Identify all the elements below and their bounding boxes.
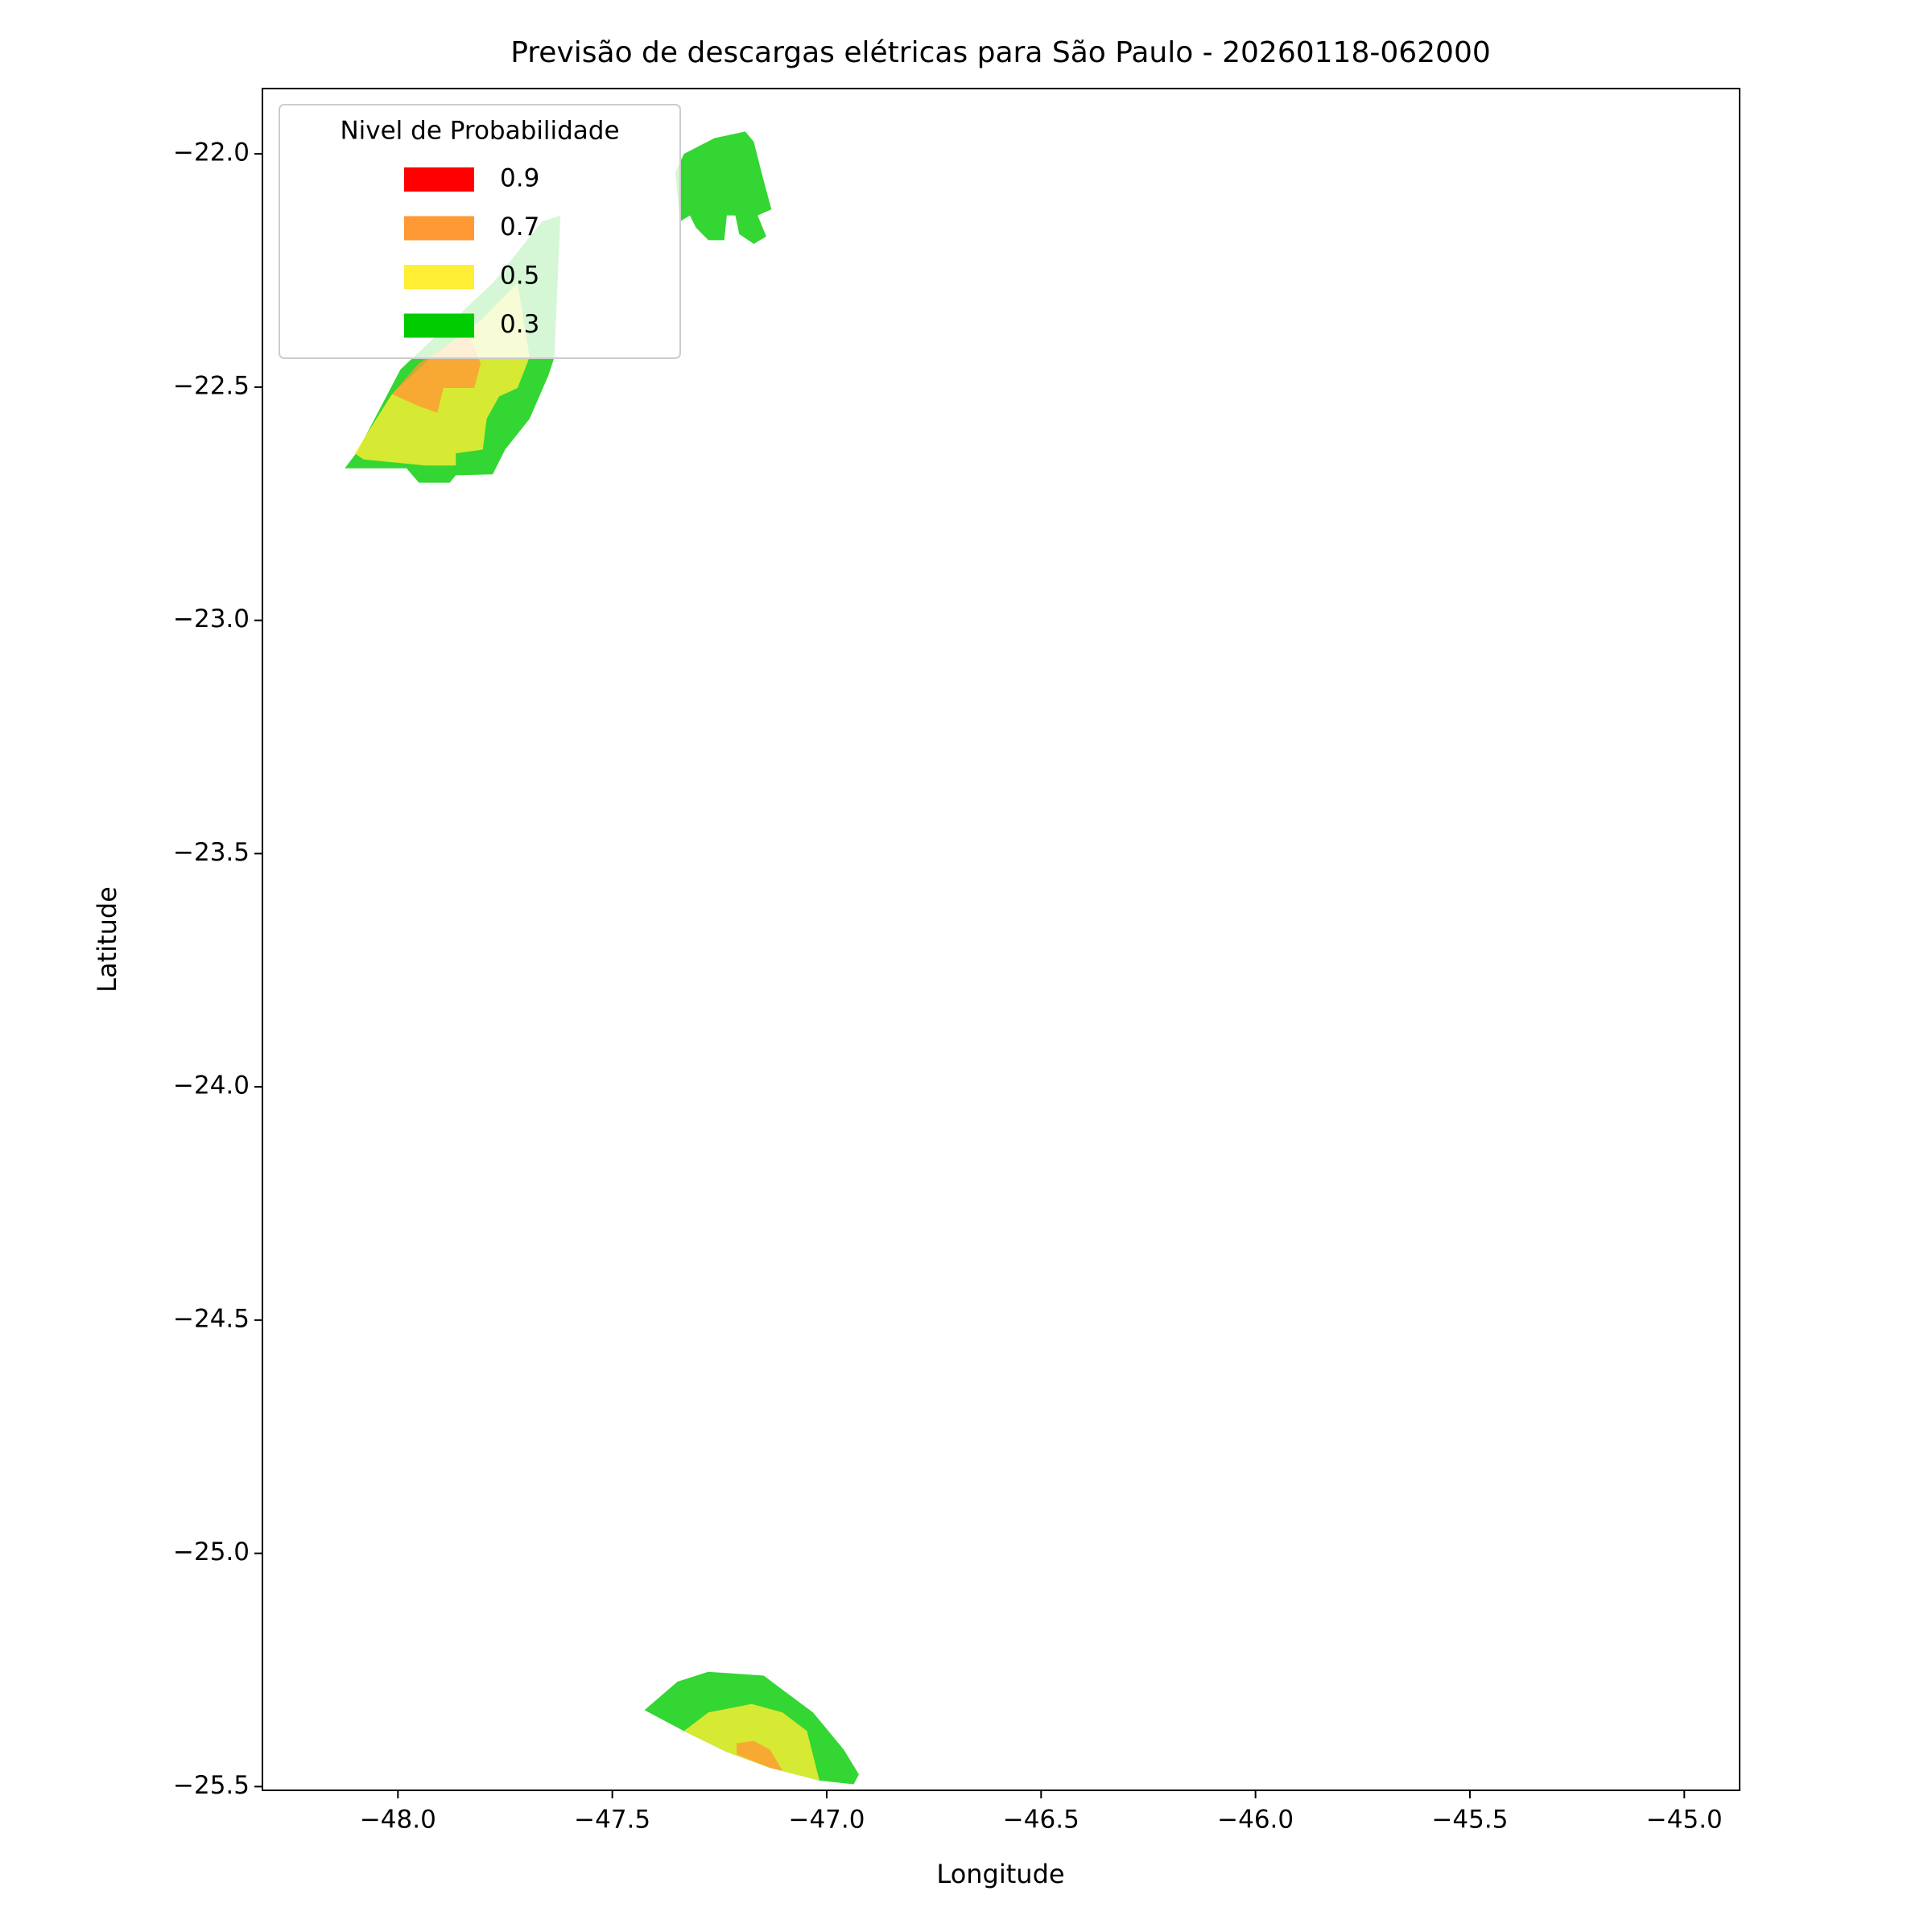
legend-swatch xyxy=(404,167,474,192)
legend-swatch xyxy=(404,313,474,338)
x-tick-label: −48.0 xyxy=(360,1806,436,1835)
y-tick-label: −25.5 xyxy=(173,1771,250,1800)
y-tick-label: −25.0 xyxy=(173,1538,250,1567)
x-tick-label: −46.0 xyxy=(1217,1806,1294,1835)
x-axis-label: Longitude xyxy=(936,1859,1064,1889)
legend-label: 0.9 xyxy=(500,164,539,193)
y-tick-label: −23.5 xyxy=(173,838,250,867)
x-tick-label: −45.5 xyxy=(1431,1806,1508,1835)
legend-swatch xyxy=(404,265,474,289)
legend-title: Nivel de Probabilidade xyxy=(340,117,619,146)
plot-area xyxy=(345,131,859,1785)
legend-label: 0.7 xyxy=(500,213,539,242)
legend: Nivel de Probabilidade 0.9 0.7 0.5 0.3 xyxy=(279,104,681,359)
legend-swatch xyxy=(404,216,474,241)
axes-frame xyxy=(262,88,1740,1791)
y-tick-label: −23.0 xyxy=(173,605,250,634)
contour-region xyxy=(675,131,772,244)
y-tick-label: −24.0 xyxy=(173,1071,250,1100)
y-tick-label: −24.5 xyxy=(173,1304,250,1333)
y-tick-label: −22.0 xyxy=(173,138,250,167)
x-tick-label: −46.5 xyxy=(1003,1806,1080,1835)
legend-label: 0.3 xyxy=(500,310,539,339)
contour-region xyxy=(737,1740,783,1771)
x-tick-label: −47.5 xyxy=(574,1806,650,1835)
x-tick-label: −47.0 xyxy=(788,1806,865,1835)
legend-box xyxy=(279,104,681,359)
x-tick-label: −45.0 xyxy=(1646,1806,1723,1835)
chart-title: Previsão de descargas elétricas para São… xyxy=(510,36,1491,69)
y-tick-label: −22.5 xyxy=(173,371,250,400)
y-axis-label: Latitude xyxy=(92,886,122,993)
legend-label: 0.5 xyxy=(500,262,539,291)
